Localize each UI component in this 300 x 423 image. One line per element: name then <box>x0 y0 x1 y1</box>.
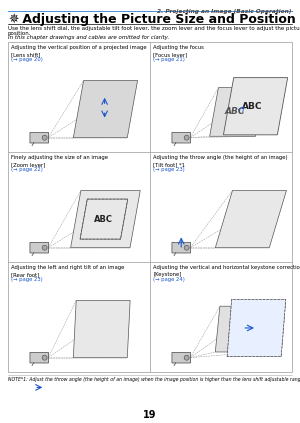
FancyBboxPatch shape <box>172 352 190 363</box>
Text: Adjusting the focus: Adjusting the focus <box>153 45 204 50</box>
Text: NOTE*1: Adjust the throw angle (the height of an image) when the image position : NOTE*1: Adjust the throw angle (the heig… <box>8 377 300 382</box>
Text: Use the lens shift dial, the adjustable tilt foot lever, the zoom lever and the : Use the lens shift dial, the adjustable … <box>8 26 300 31</box>
Polygon shape <box>73 80 138 138</box>
Text: 19: 19 <box>143 410 157 420</box>
Circle shape <box>42 135 47 140</box>
Text: [Tilt foot] *1: [Tilt foot] *1 <box>153 162 185 167</box>
Polygon shape <box>215 190 286 248</box>
Text: Adjusting the Picture Size and Position: Adjusting the Picture Size and Position <box>18 13 296 26</box>
FancyBboxPatch shape <box>30 242 49 253</box>
Text: 2. Projecting an Image (Basic Operation): 2. Projecting an Image (Basic Operation) <box>157 8 291 14</box>
Text: (→ page 21): (→ page 21) <box>153 57 185 62</box>
Bar <box>8 42 292 372</box>
FancyBboxPatch shape <box>30 132 49 143</box>
FancyBboxPatch shape <box>30 352 49 363</box>
Text: [Lens shift]: [Lens shift] <box>11 52 40 57</box>
Polygon shape <box>215 306 263 352</box>
Polygon shape <box>210 88 264 136</box>
Text: Finely adjusting the size of an image: Finely adjusting the size of an image <box>11 155 108 160</box>
Circle shape <box>184 355 189 360</box>
Text: Adjusting the left and right tilt of an image: Adjusting the left and right tilt of an … <box>11 265 124 270</box>
Text: position.: position. <box>8 31 32 36</box>
FancyBboxPatch shape <box>172 132 190 143</box>
Text: In this chapter drawings and cables are omitted for clarity.: In this chapter drawings and cables are … <box>8 35 169 40</box>
Text: [Keystone]: [Keystone] <box>153 272 182 277</box>
Text: Adjusting the vertical and horizontal keystone correction: Adjusting the vertical and horizontal ke… <box>153 265 300 270</box>
Circle shape <box>184 135 189 140</box>
Polygon shape <box>70 190 140 248</box>
Text: ABC: ABC <box>242 102 263 111</box>
Text: (→ page 22): (→ page 22) <box>11 167 43 172</box>
Text: ✵: ✵ <box>8 13 19 26</box>
Polygon shape <box>73 300 130 358</box>
Text: (→ page 23): (→ page 23) <box>153 167 185 172</box>
Text: Adjusting the vertical position of a projected image: Adjusting the vertical position of a pro… <box>11 45 147 50</box>
Text: (→ page 24): (→ page 24) <box>153 277 185 282</box>
Text: (→ page 20): (→ page 20) <box>11 57 43 62</box>
Circle shape <box>42 355 47 360</box>
Text: (→ page 23): (→ page 23) <box>11 277 43 282</box>
Circle shape <box>42 245 47 250</box>
Text: Adjusting the throw angle (the height of an image): Adjusting the throw angle (the height of… <box>153 155 288 160</box>
Polygon shape <box>224 78 288 135</box>
Polygon shape <box>227 299 286 357</box>
Text: ABC: ABC <box>224 107 245 116</box>
Text: [Zoom lever]: [Zoom lever] <box>11 162 45 167</box>
FancyBboxPatch shape <box>172 242 190 253</box>
Circle shape <box>184 245 189 250</box>
Polygon shape <box>227 299 286 357</box>
Text: [Focus lever]: [Focus lever] <box>153 52 187 57</box>
Text: ABC: ABC <box>94 214 113 224</box>
Text: [Rear foot]: [Rear foot] <box>11 272 39 277</box>
